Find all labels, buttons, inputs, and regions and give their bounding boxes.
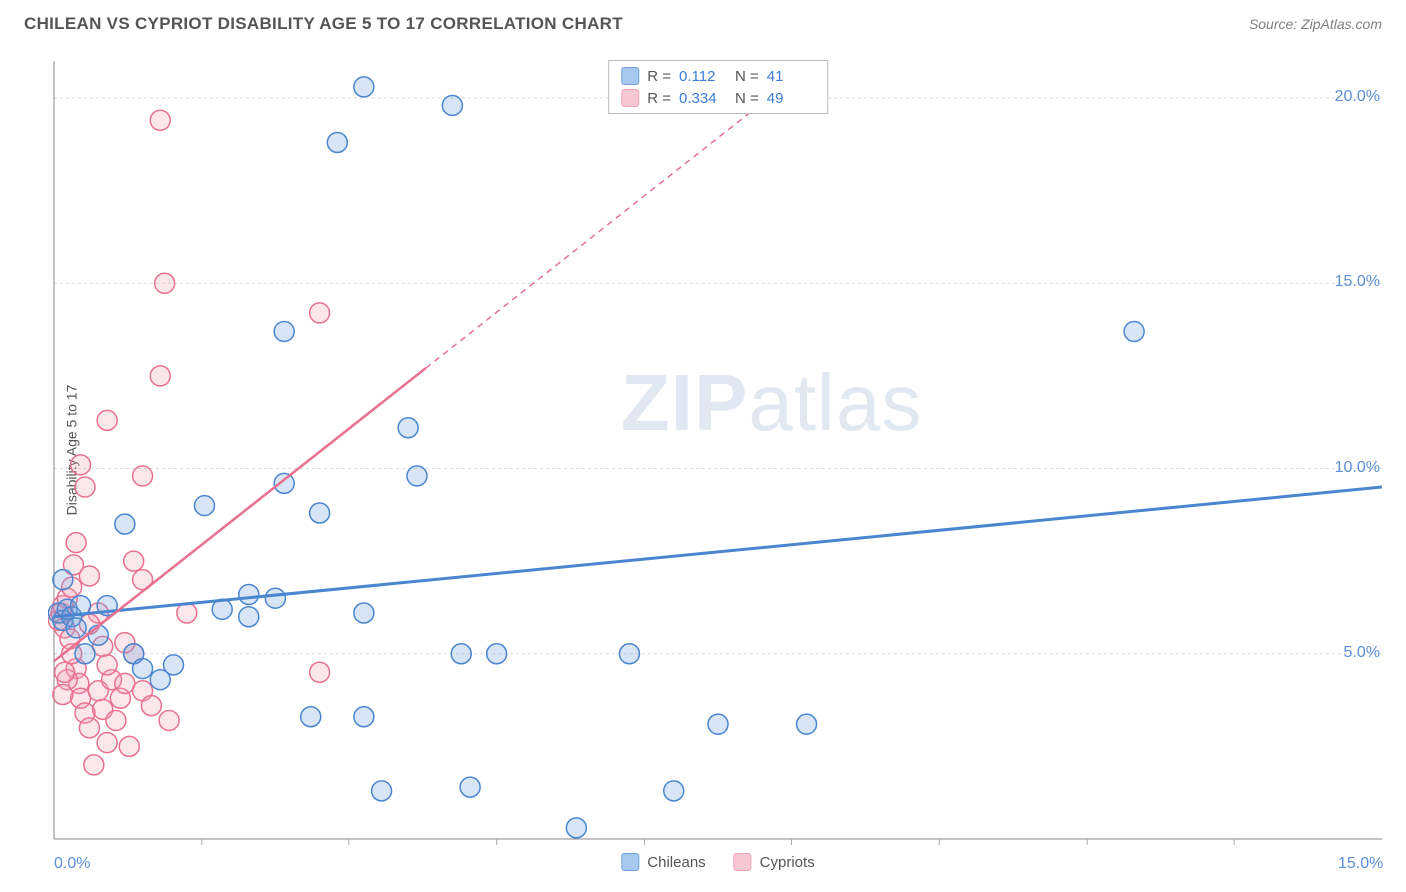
y-tick-label: 10.0% xyxy=(1335,459,1380,477)
y-tick-label: 5.0% xyxy=(1344,644,1380,662)
stats-n-value-1: 49 xyxy=(767,90,815,107)
stats-n-label-1: N = xyxy=(735,90,759,107)
legend-label-0: Chileans xyxy=(647,854,705,871)
legend-label-1: Cypriots xyxy=(760,854,815,871)
scatter-plot xyxy=(48,55,1388,845)
y-tick-label: 20.0% xyxy=(1335,88,1380,106)
stats-r-label-1: R = xyxy=(647,90,671,107)
stats-swatch-0 xyxy=(621,67,639,85)
legend-swatch-0 xyxy=(621,853,639,871)
chart-source: Source: ZipAtlas.com xyxy=(1249,16,1382,32)
y-tick-label: 15.0% xyxy=(1335,273,1380,291)
legend-item-1: Cypriots xyxy=(734,853,815,871)
legend-item-0: Chileans xyxy=(621,853,705,871)
stats-row-0: R = 0.112 N = 41 xyxy=(621,65,815,87)
legend-swatch-1 xyxy=(734,853,752,871)
stats-r-value-0: 0.112 xyxy=(679,68,727,85)
stats-n-value-0: 41 xyxy=(767,68,815,85)
x-tick-label: 0.0% xyxy=(54,855,90,873)
stats-n-label-0: N = xyxy=(735,68,759,85)
chart-title: CHILEAN VS CYPRIOT DISABILITY AGE 5 TO 1… xyxy=(24,14,623,34)
stats-r-value-1: 0.334 xyxy=(679,90,727,107)
stats-swatch-1 xyxy=(621,89,639,107)
stats-box: R = 0.112 N = 41 R = 0.334 N = 49 xyxy=(608,60,828,114)
chart-header: CHILEAN VS CYPRIOT DISABILITY AGE 5 TO 1… xyxy=(0,0,1406,48)
series-legend: Chileans Cypriots xyxy=(621,853,814,871)
x-tick-label: 15.0% xyxy=(1338,855,1383,873)
stats-row-1: R = 0.334 N = 49 xyxy=(621,87,815,109)
stats-r-label-0: R = xyxy=(647,68,671,85)
chart-area: Disability Age 5 to 17 ZIPatlas R = 0.11… xyxy=(48,55,1388,845)
